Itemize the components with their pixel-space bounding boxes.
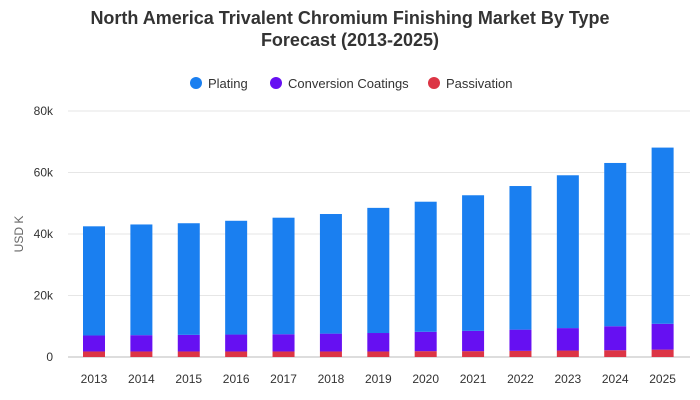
x-tick-label: 2023	[554, 372, 581, 386]
bar-segment-conversion-coatings[interactable]	[272, 334, 295, 352]
chart-title-line-2: Forecast (2013-2025)	[260, 30, 440, 50]
x-tick-label: 2016	[223, 372, 250, 386]
bar-segment-passivation[interactable]	[272, 351, 295, 357]
bar-segment-plating[interactable]	[604, 162, 627, 327]
x-tick-label: 2015	[175, 372, 202, 386]
legend-label[interactable]: Passivation	[446, 76, 512, 91]
legend-marker[interactable]	[270, 77, 282, 89]
bar-segment-conversion-coatings[interactable]	[651, 323, 674, 350]
x-tick-label: 2021	[460, 372, 487, 386]
bar-segment-plating[interactable]	[272, 217, 295, 335]
bar-segment-conversion-coatings[interactable]	[319, 333, 342, 352]
bar-segment-conversion-coatings[interactable]	[367, 333, 390, 352]
bar-segment-passivation[interactable]	[651, 349, 674, 357]
bar-segment-passivation[interactable]	[556, 350, 579, 357]
bar-segment-conversion-coatings[interactable]	[509, 329, 532, 351]
x-tick-label: 2018	[318, 372, 345, 386]
bar-segment-plating[interactable]	[225, 220, 248, 335]
bar-segment-conversion-coatings[interactable]	[556, 328, 579, 351]
bar-segment-passivation[interactable]	[177, 351, 200, 357]
bar-segment-passivation[interactable]	[225, 351, 248, 357]
bar-segment-plating[interactable]	[177, 223, 200, 335]
x-tick-label: 2017	[270, 372, 297, 386]
axis-layer: 0 20k 40k 60k 80k USD K 2013 2014 2015 2016 2017 20…	[12, 104, 676, 386]
x-tick-label: 2024	[602, 372, 629, 386]
y-tick-label: 20k	[34, 289, 54, 303]
bar-segment-passivation[interactable]	[509, 350, 532, 357]
bar-segment-plating[interactable]	[556, 175, 579, 329]
bar-segment-passivation[interactable]	[83, 351, 105, 357]
bar-segment-plating[interactable]	[414, 201, 437, 332]
y-tick-label: 0	[46, 350, 53, 364]
y-tick-label: 40k	[34, 227, 54, 241]
bar-segment-passivation[interactable]	[130, 351, 153, 357]
bar-segment-conversion-coatings[interactable]	[83, 335, 105, 352]
chart-title-line-1: North America Trivalent Chromium Finishi…	[90, 8, 610, 28]
bar-segment-conversion-coatings[interactable]	[177, 334, 200, 352]
bar-segment-plating[interactable]	[367, 207, 390, 334]
chart-title: North America Trivalent Chromium Finishi…	[0, 7, 700, 51]
legend-layer: Plating Conversion Coatings Passivation	[190, 76, 512, 91]
bar-segment-plating[interactable]	[462, 195, 485, 331]
legend-label[interactable]: Plating	[208, 76, 248, 91]
bar-segment-passivation[interactable]	[604, 350, 627, 357]
bar-segment-conversion-coatings[interactable]	[604, 326, 627, 351]
legend-marker[interactable]	[428, 77, 440, 89]
bar-segment-plating[interactable]	[509, 186, 532, 330]
y-tick-label: 80k	[34, 104, 54, 118]
x-tick-label: 2013	[81, 372, 108, 386]
bar-segment-passivation[interactable]	[414, 351, 437, 357]
bar-segment-conversion-coatings[interactable]	[130, 335, 153, 352]
bars-layer	[83, 147, 674, 357]
bar-segment-passivation[interactable]	[367, 351, 390, 357]
y-tick-label: 60k	[34, 166, 54, 180]
bar-segment-passivation[interactable]	[319, 351, 342, 357]
bar-segment-plating[interactable]	[651, 147, 674, 324]
x-tick-label: 2019	[365, 372, 392, 386]
bar-segment-plating[interactable]	[83, 226, 105, 336]
bar-segment-conversion-coatings[interactable]	[462, 330, 485, 352]
bar-segment-plating[interactable]	[319, 214, 342, 334]
x-tick-label: 2014	[128, 372, 155, 386]
bar-segment-passivation[interactable]	[462, 351, 485, 357]
x-tick-label: 2025	[649, 372, 676, 386]
bar-segment-conversion-coatings[interactable]	[225, 334, 248, 352]
x-tick-label: 2022	[507, 372, 534, 386]
legend-marker[interactable]	[190, 77, 202, 89]
legend-label[interactable]: Conversion Coatings	[288, 76, 409, 91]
bar-segment-plating[interactable]	[130, 224, 153, 336]
y-axis-title: USD K	[12, 216, 26, 253]
x-tick-label: 2020	[412, 372, 439, 386]
bar-segment-conversion-coatings[interactable]	[414, 331, 437, 352]
